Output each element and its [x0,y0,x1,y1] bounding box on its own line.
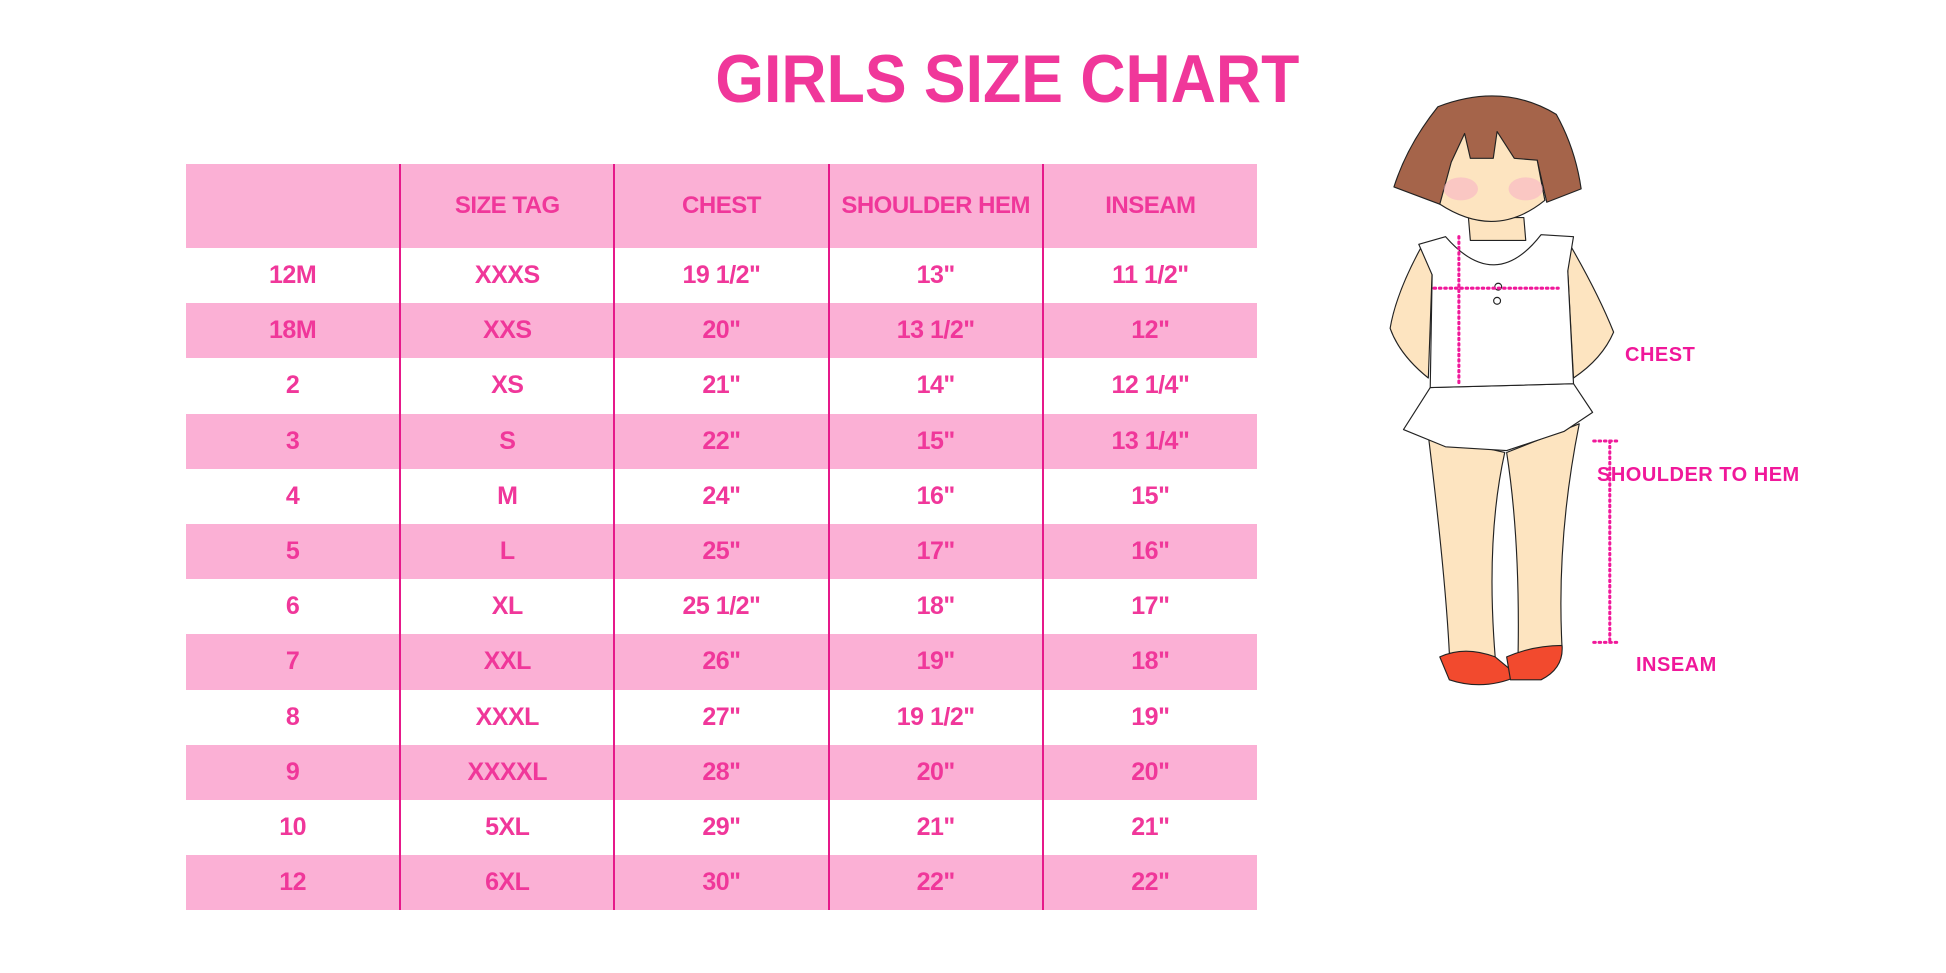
table-cell: 8 [285,702,300,731]
hair [1393,95,1582,205]
table-cell: XXXXL [399,744,615,800]
table-cell: 14" [827,358,1043,414]
table-row: 12M XXXS 19 1/2" 13" 11 1/2" [186,248,1257,304]
table-cell: 6 [285,592,300,621]
shoulder-to-hem-label: SHOULDER TO HEM [1597,464,1800,486]
table-cell: 19 1/2" [613,248,829,304]
table-cell: 12M [269,261,317,290]
column-header: SHOULDER HEM [827,164,1043,248]
table-cell: 21" [1041,799,1257,856]
inseam-label: INSEAM [1636,654,1717,676]
table-cell: 25 1/2" [613,579,829,635]
table-cell: XS [399,358,615,414]
table-cell: 5 [186,523,401,580]
table-row: 8 XXXL 27" 19 1/2" 19" [186,689,1257,745]
table-cell: 17" [827,523,1043,580]
table-cell: 25" [613,523,829,580]
table-row: 6 XL 25 1/2" 18" 17" [186,579,1257,635]
table-cell: 11 1/2" [1041,248,1257,304]
table-cell: 21" [827,799,1043,856]
left-leg [1427,434,1506,658]
table-cell: 22" [613,413,829,469]
table-cell: 29" [613,799,829,856]
table-cell: 3 [186,413,401,469]
table-cell: 9 [186,744,401,800]
chest-label: CHEST [1625,344,1696,366]
table-row: 2 XS 21" 14" 12 1/4" [186,358,1257,414]
table-cell: XXL [399,634,615,690]
table-cell: 7 [186,634,401,690]
table-cell: 12 1/4" [1041,358,1257,414]
girl-measurement-illustration [1389,95,1621,686]
table-cell: 22" [1041,855,1257,911]
table-cell: 19" [1041,689,1257,745]
table-row: 18M XXS 20" 13 1/2" 12" [186,303,1257,359]
table-row: 12 6XL 30" 22" 22" [186,855,1257,911]
table-cell: 6XL [399,855,615,911]
column-header: SIZE TAG [399,164,615,248]
column-header [186,164,401,248]
table-cell: 20" [827,744,1043,800]
table-cell: 15" [1041,468,1257,524]
table-cell: 18M [186,303,401,359]
right-arm [1567,243,1615,379]
table-cell: 27" [613,689,829,745]
table-cell: 16" [827,468,1043,524]
table-row: 10 5XL 29" 21" 21" [186,799,1257,856]
table-cell: 19" [827,634,1043,690]
table-cell: 18" [1041,634,1257,690]
table-cell: XL [399,579,615,635]
table-row: 4 M 24" 16" 15" [186,468,1257,524]
table-cell: 28" [613,744,829,800]
column-header: CHEST [613,164,829,248]
table-cell: S [399,413,615,469]
table-cell: 13" [827,248,1043,304]
table-cell: 30" [613,855,829,911]
table-cell: 2 [285,371,300,400]
table-cell: 13 1/4" [1041,413,1257,469]
table-row: 7 XXL 26" 19" 18" [186,634,1257,690]
table-cell: XXS [399,303,615,359]
shirt [1418,234,1575,389]
table-cell: XXXL [399,689,615,745]
table-header-row: SIZE TAG CHEST SHOULDER HEM INSEAM [186,164,1257,248]
table-cell: 26" [613,634,829,690]
left-arm [1389,247,1433,379]
table-cell: 15" [827,413,1043,469]
table-cell: 10 [279,812,306,841]
table-cell: 4 [285,481,300,510]
table-cell: 12" [1041,303,1257,359]
table-cell: 19 1/2" [827,689,1043,745]
right-leg [1506,423,1580,654]
table-row: 3 S 22" 15" 13 1/4" [186,413,1257,469]
table-row: 9 XXXXL 28" 20" 20" [186,744,1257,800]
page-title: GIRLS SIZE CHART [715,41,1300,117]
table-cell: L [399,523,615,580]
left-shoe [1439,650,1519,686]
size-chart-table: SIZE TAG CHEST SHOULDER HEM INSEAM 12M XXXS 1… [186,164,1257,911]
table-cell: 5XL [399,799,615,856]
table-cell: 13 1/2" [827,303,1043,359]
table-cell: 20" [1041,744,1257,800]
table-cell: 16" [1041,523,1257,580]
table-cell: 18" [827,579,1043,635]
table-cell: 22" [827,855,1043,911]
right-shoe [1506,644,1563,681]
table-cell: XXXS [399,248,615,304]
table-cell: 12 [186,855,401,911]
page-title-wrap: GIRLS SIZE CHART [690,40,1299,118]
table-cell: 20" [613,303,829,359]
table-cell: 17" [1041,579,1257,635]
table-cell: 24" [613,468,829,524]
skirt [1402,383,1594,452]
table-row: 5 L 25" 17" 16" [186,523,1257,580]
column-header: INSEAM [1041,164,1257,248]
table-cell: M [399,468,615,524]
table-cell: 21" [613,358,829,414]
